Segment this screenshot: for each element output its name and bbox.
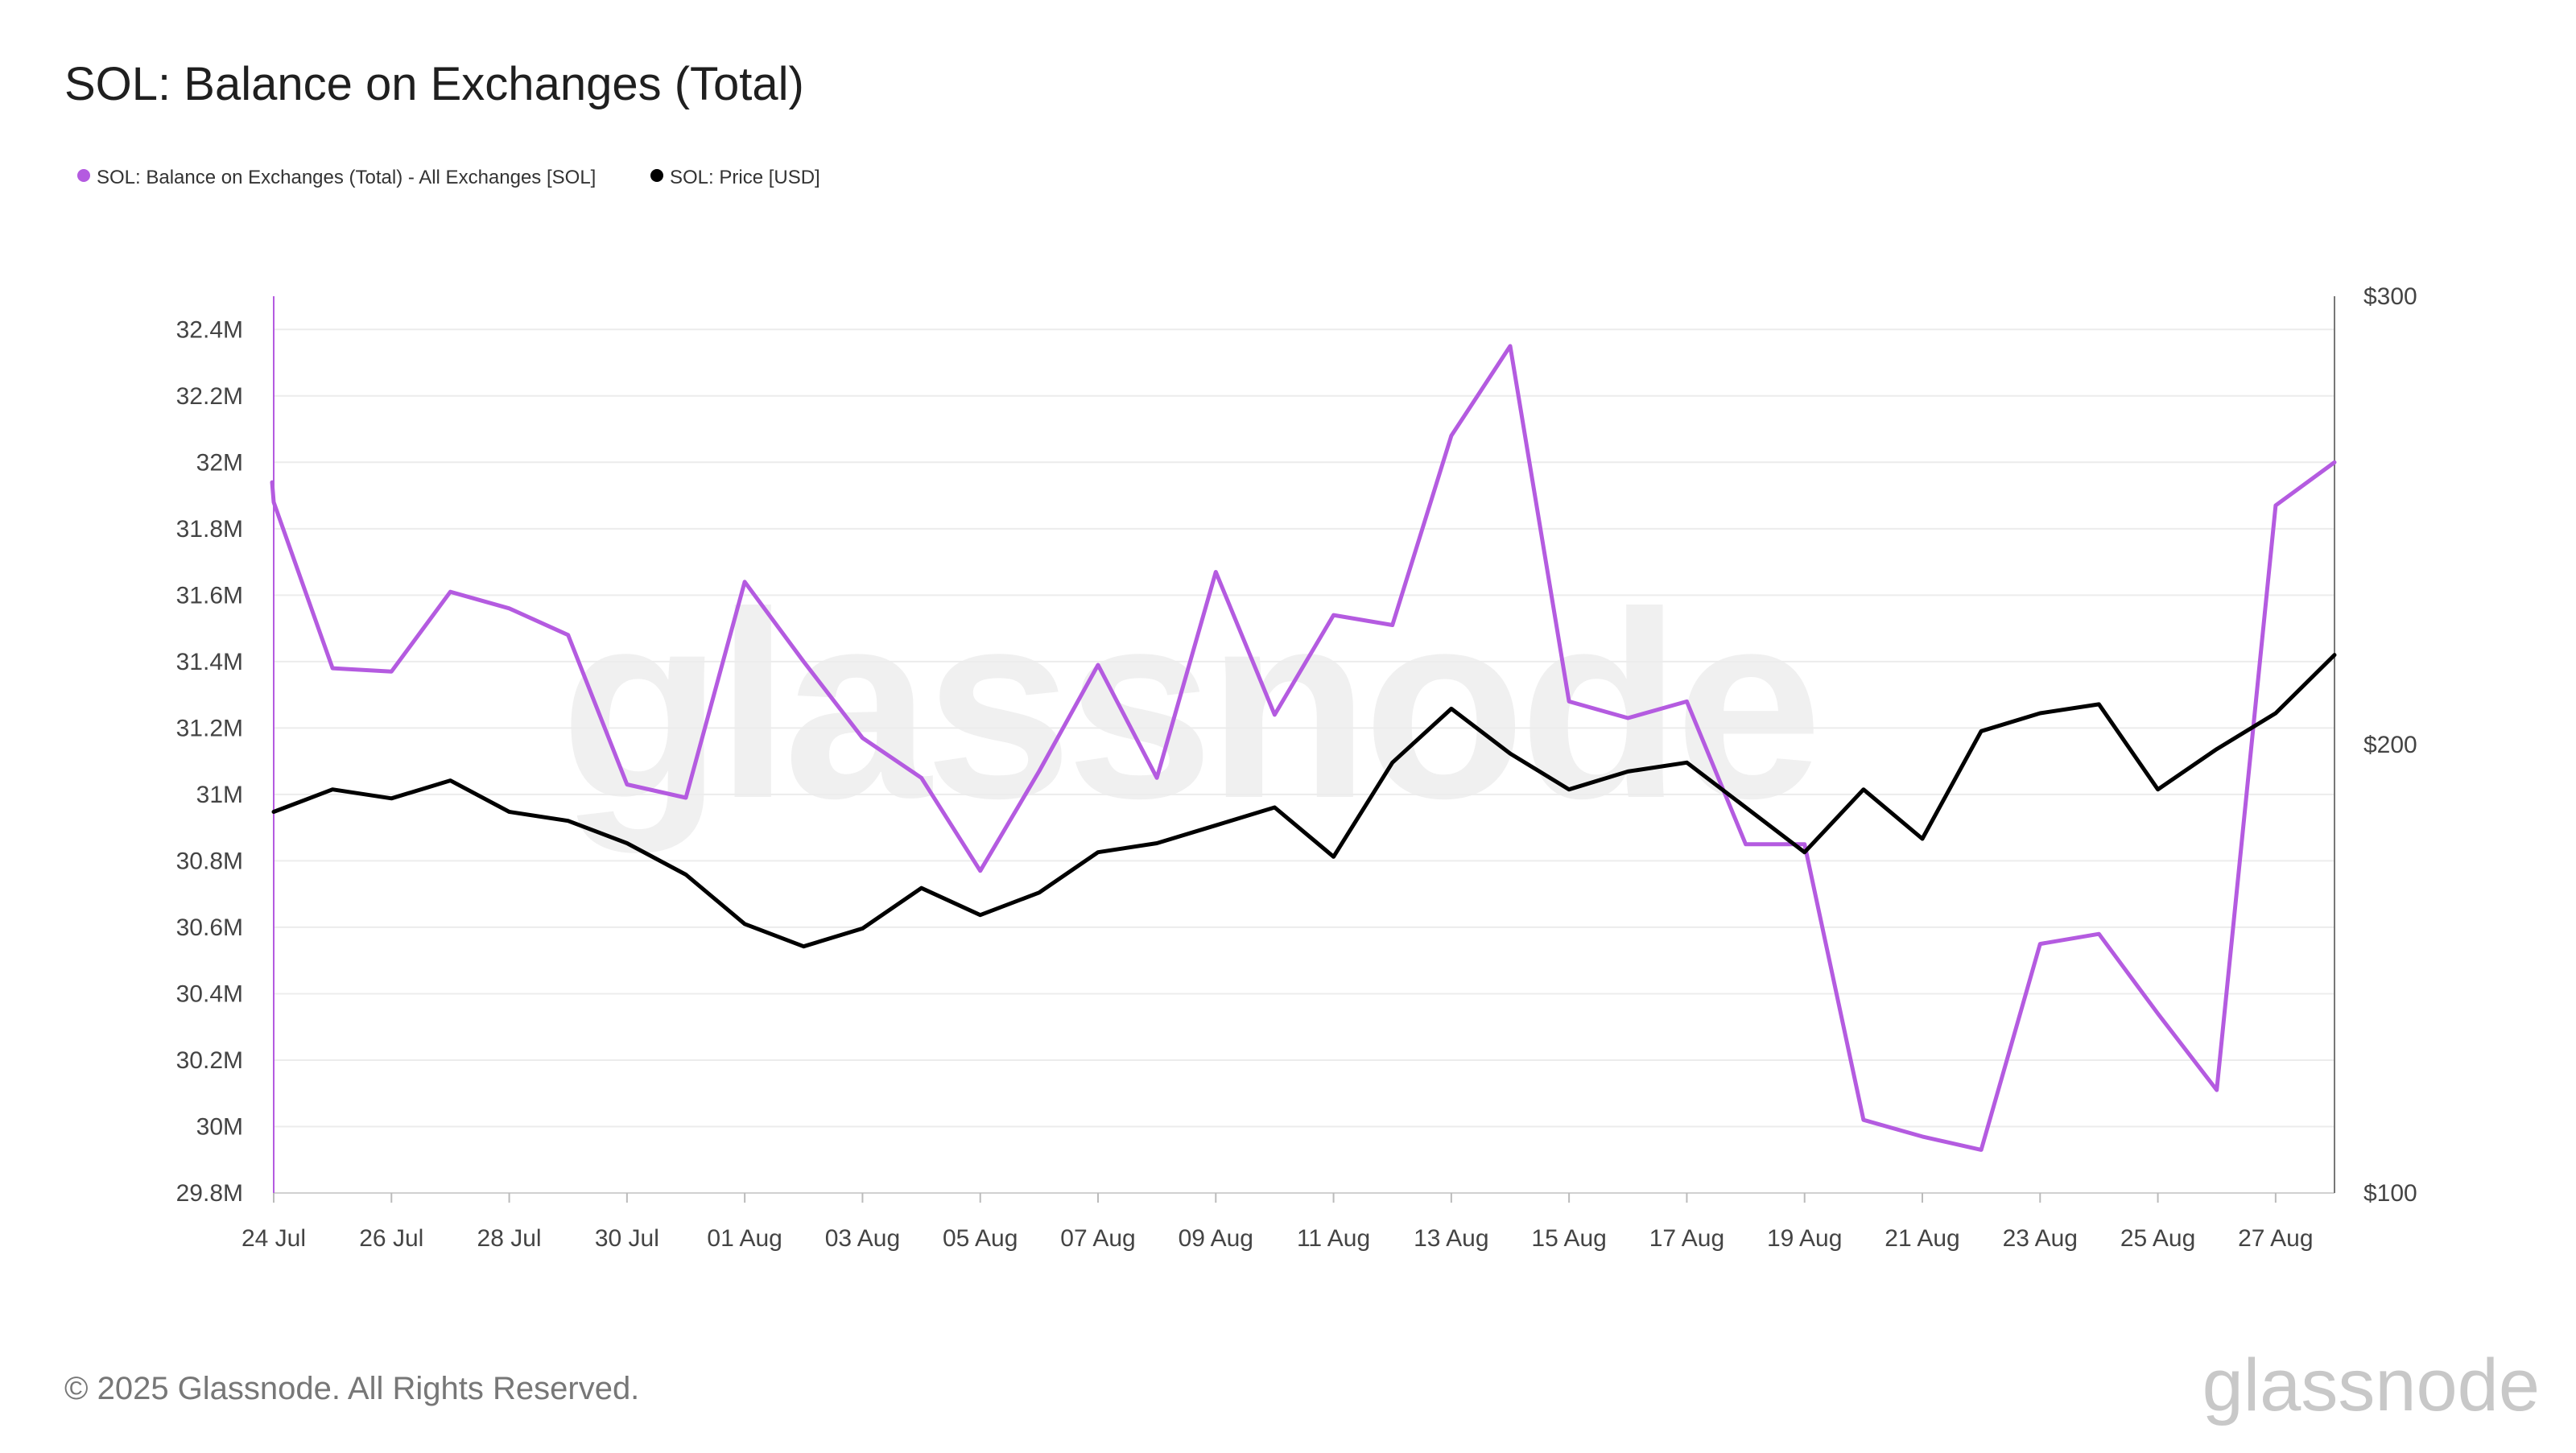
watermark: glassnode [560,556,1816,855]
x-tick-label: 17 Aug [1649,1225,1724,1252]
y-left-tick-label: 31.4M [176,649,243,675]
x-tick-label: 26 Jul [359,1225,423,1252]
x-tick-label: 15 Aug [1531,1225,1606,1252]
y-left-tick-label: 32M [196,449,243,476]
y-left-tick-label: 31.6M [176,582,243,609]
y-right-tick-label: $200 [2363,732,2417,758]
x-tick-label: 23 Aug [2003,1225,2078,1252]
y-right-tick-label: $100 [2363,1180,2417,1207]
x-tick-label: 07 Aug [1060,1225,1135,1252]
x-tick-label: 19 Aug [1767,1225,1842,1252]
y-left-tick-label: 30.2M [176,1047,243,1074]
y-left-tick-label: 31.8M [176,516,243,543]
legend-marker-price [650,169,663,182]
y-left-tick-label: 30.4M [176,980,243,1007]
y-left-tick-label: 31.2M [176,715,243,741]
footer-copyright: © 2025 Glassnode. All Rights Reserved. [64,1371,639,1406]
x-tick-label: 25 Aug [2120,1225,2195,1252]
series-line-balance [270,344,2337,1152]
x-tick-label: 21 Aug [1885,1225,1959,1252]
x-tick-label: 09 Aug [1179,1225,1253,1252]
legend-marker-balance [77,169,90,182]
x-tick-label: 27 Aug [2238,1225,2313,1252]
y-left-tick-label: 29.8M [176,1180,243,1207]
x-tick-label: 24 Jul [242,1225,306,1252]
x-tick-label: 28 Jul [477,1225,542,1252]
y-left-tick-label: 30M [196,1113,243,1140]
chart-title: SOL: Balance on Exchanges (Total) [64,58,804,110]
x-tick-label: 13 Aug [1414,1225,1488,1252]
axis-layer: 29.8M 30M 30.2M 30.4M 30.6M 30.8M 31M 31.2M 31.4… [176,283,2417,1252]
series-line-price [271,653,2337,949]
x-tick-label: 05 Aug [943,1225,1018,1252]
legend-label-balance[interactable]: SOL: Balance on Exchanges (Total) - All … [97,167,596,188]
y-left-tick-label: 32.2M [176,383,243,410]
legend: SOL: Balance on Exchanges (Total) - All … [77,167,820,188]
footer-logo: glassnode [2202,1344,2540,1426]
series-layer [270,344,2337,1152]
y-left-tick-label: 30.8M [176,848,243,874]
grid-layer [274,328,2334,1194]
x-tick-label: 01 Aug [707,1225,782,1252]
y-left-tick-label: 32.4M [176,316,243,343]
legend-label-price[interactable]: SOL: Price [USD] [670,167,820,188]
y-left-tick-label: 30.6M [176,914,243,941]
x-tick-label: 03 Aug [825,1225,900,1252]
x-tick-label: 11 Aug [1297,1225,1370,1252]
x-tick-label: 30 Jul [595,1225,659,1252]
y-left-tick-label: 31M [196,782,243,808]
y-right-tick-label: $300 [2363,283,2417,310]
